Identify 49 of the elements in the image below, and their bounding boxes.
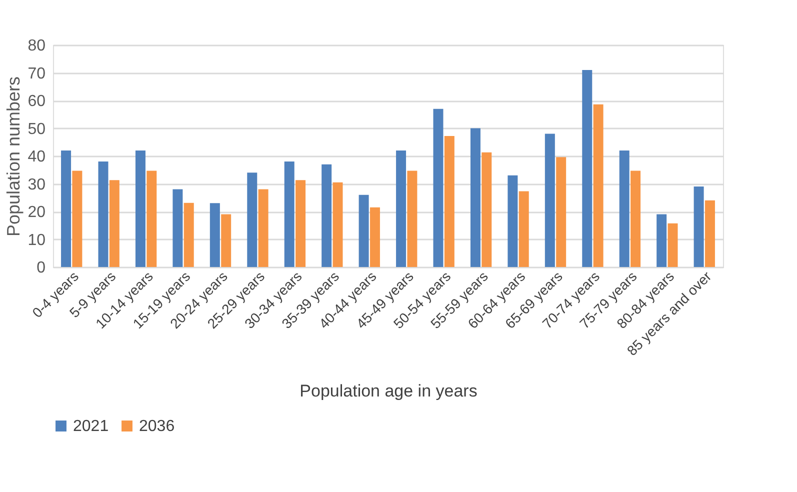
bar <box>146 170 157 267</box>
legend-label: 2021 <box>73 418 109 435</box>
bar <box>172 189 183 267</box>
y-tick-label: 40 <box>28 148 46 166</box>
bar <box>370 207 380 267</box>
bar <box>668 223 678 267</box>
bar <box>694 186 704 267</box>
bar <box>296 180 306 267</box>
bar <box>109 180 120 267</box>
bar <box>630 170 641 267</box>
bar <box>72 170 82 267</box>
y-tick-label: 80 <box>28 38 46 54</box>
bar <box>593 104 604 267</box>
y-tick-label: 0 <box>36 260 46 276</box>
bar <box>221 214 232 267</box>
bar <box>284 162 294 267</box>
bar <box>518 191 529 267</box>
bar <box>582 70 592 267</box>
bar <box>258 189 268 267</box>
y-tick-label: 70 <box>28 65 46 82</box>
bar <box>210 203 220 267</box>
bar <box>98 162 108 267</box>
bar <box>247 172 258 267</box>
bar <box>358 194 369 267</box>
bar <box>556 157 566 267</box>
bar <box>407 170 418 267</box>
y-tick-label: 30 <box>28 176 46 194</box>
bar <box>444 136 454 267</box>
bar <box>433 108 444 267</box>
bar <box>508 175 518 267</box>
bar <box>704 200 715 267</box>
y-tick-label: 10 <box>28 232 46 249</box>
y-tick-label: 60 <box>28 93 46 110</box>
bar <box>656 214 667 267</box>
bar <box>135 150 146 267</box>
bar <box>184 202 194 267</box>
x-axis-title: Population age in years <box>300 382 478 401</box>
bar <box>482 152 492 267</box>
bar <box>396 150 406 267</box>
bar <box>544 134 555 267</box>
bar <box>322 164 332 267</box>
y-axis-title: Population numbers <box>4 76 24 237</box>
legend-label: 2036 <box>139 418 175 435</box>
bar <box>619 150 630 267</box>
bar <box>332 182 343 267</box>
y-tick-label: 20 <box>28 204 46 221</box>
bar <box>470 128 480 267</box>
bar <box>61 150 72 267</box>
y-tick-label: 50 <box>28 120 46 138</box>
